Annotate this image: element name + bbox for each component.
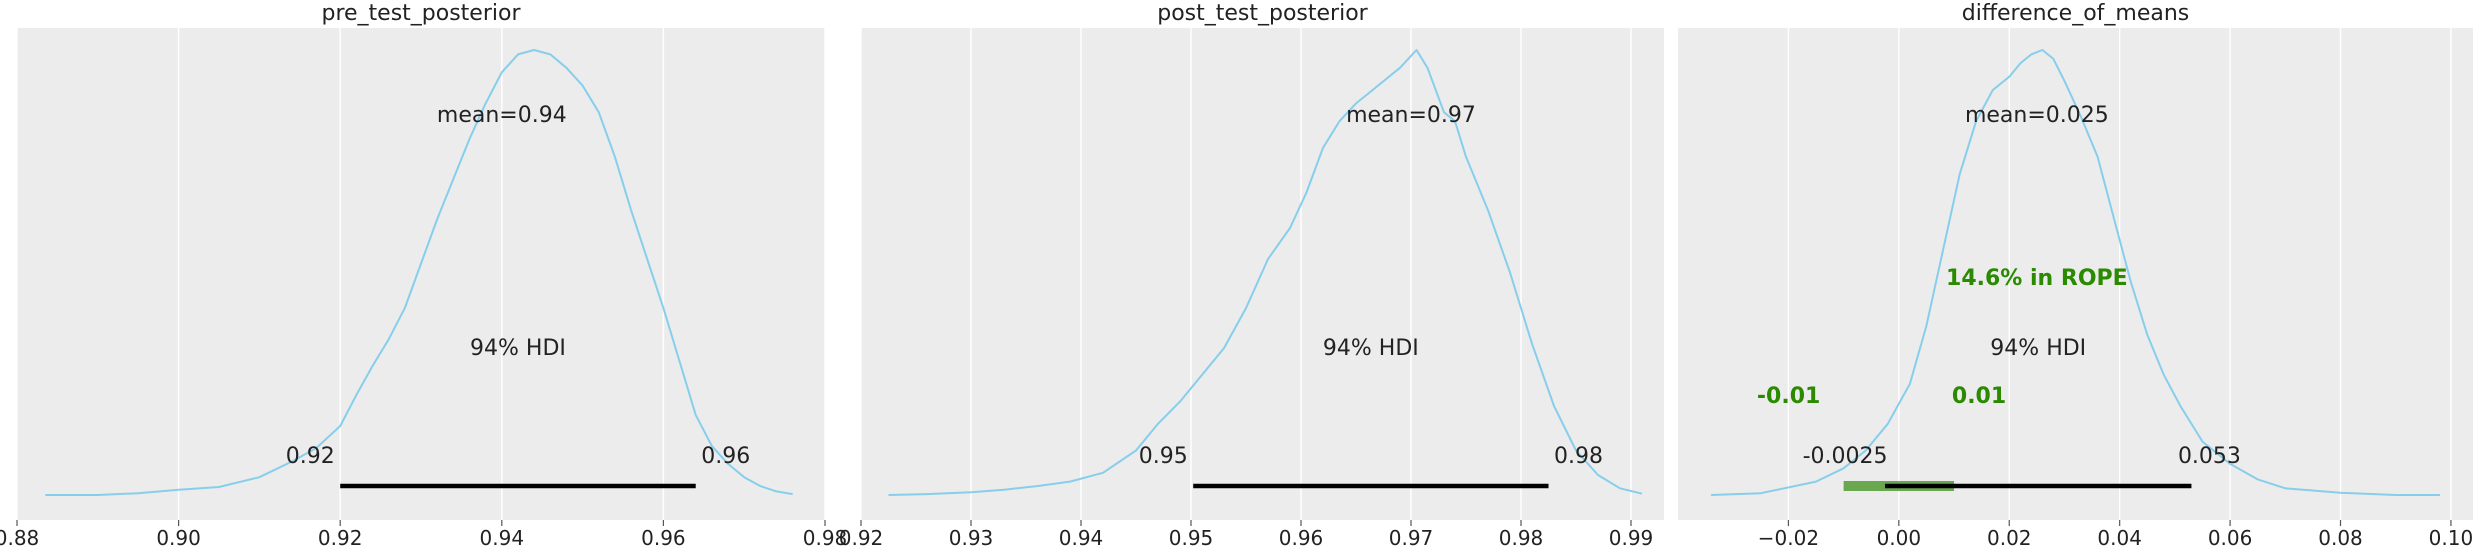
plot-area <box>861 28 1664 520</box>
x-tick-label: 0.10 <box>2429 526 2474 550</box>
hdi-low-label: 0.95 <box>1139 444 1188 469</box>
x-tick-label: 0.04 <box>2097 526 2142 550</box>
x-tick-label: 0.06 <box>2208 526 2253 550</box>
x-tick-label: 0.90 <box>156 526 201 550</box>
density-curve <box>888 49 1643 496</box>
rope-percentage-label: 14.6% in ROPE <box>1946 266 2128 291</box>
hdi-low-label: 0.92 <box>286 444 335 469</box>
rope-low-label: -0.01 <box>1757 384 1820 409</box>
mean-label: mean=0.97 <box>1346 103 1476 128</box>
panel-post_test_posterior: post_test_posterior 0.92 0.93 0.94 0.95 0.96 0… <box>839 1 1664 550</box>
x-tick-label: 0.96 <box>641 526 686 550</box>
panel-pre_test_posterior: pre_test_posterior 0.88 0.90 0.92 0.94 0.96 0.… <box>0 1 847 550</box>
x-tick-label: 0.94 <box>480 526 525 550</box>
x-tick-label: 0.08 <box>2318 526 2363 550</box>
x-tick-label: 0.94 <box>1059 526 1104 550</box>
rope-high-label: 0.01 <box>1952 384 2006 409</box>
plot-area <box>17 28 825 520</box>
x-tick-label: 0.92 <box>318 526 363 550</box>
hdi-label: 94% HDI <box>1990 336 2086 361</box>
hdi-high-label: 0.96 <box>701 444 750 469</box>
x-tick-label: 0.95 <box>1169 526 1214 550</box>
x-tick-label: 0.02 <box>1987 526 2032 550</box>
x-tick-label: 0.88 <box>0 526 39 550</box>
mean-label: mean=0.94 <box>437 103 567 128</box>
hdi-high-label: 0.98 <box>1554 444 1603 469</box>
x-tick-label: 0.93 <box>949 526 994 550</box>
x-tick-label: 0.92 <box>839 526 884 550</box>
x-tick-label: 0.98 <box>1499 526 1544 550</box>
hdi-label: 94% HDI <box>470 336 566 361</box>
hdi-label: 94% HDI <box>1323 336 1419 361</box>
density-curve <box>1711 49 2440 496</box>
x-tick-label: −0.02 <box>1758 526 1819 550</box>
x-tick-label: 0.99 <box>1609 526 1654 550</box>
panel-difference_of_means: difference_of_means −0.02 0.00 0.02 0.04 0.06… <box>1678 1 2473 550</box>
panel-title: post_test_posterior <box>1157 1 1368 26</box>
x-tick-label: 0.97 <box>1389 526 1434 550</box>
x-tick-label: 0.00 <box>1877 526 1922 550</box>
hdi-low-label: -0.0025 <box>1803 444 1888 469</box>
x-tick-label: 0.96 <box>1279 526 1324 550</box>
panel-title: pre_test_posterior <box>321 1 521 26</box>
mean-label: mean=0.025 <box>1965 103 2109 128</box>
panel-title: difference_of_means <box>1962 1 2190 26</box>
x-tick-label: 0.98 <box>803 526 848 550</box>
hdi-high-label: 0.053 <box>2178 444 2241 469</box>
density-curve <box>45 49 793 496</box>
